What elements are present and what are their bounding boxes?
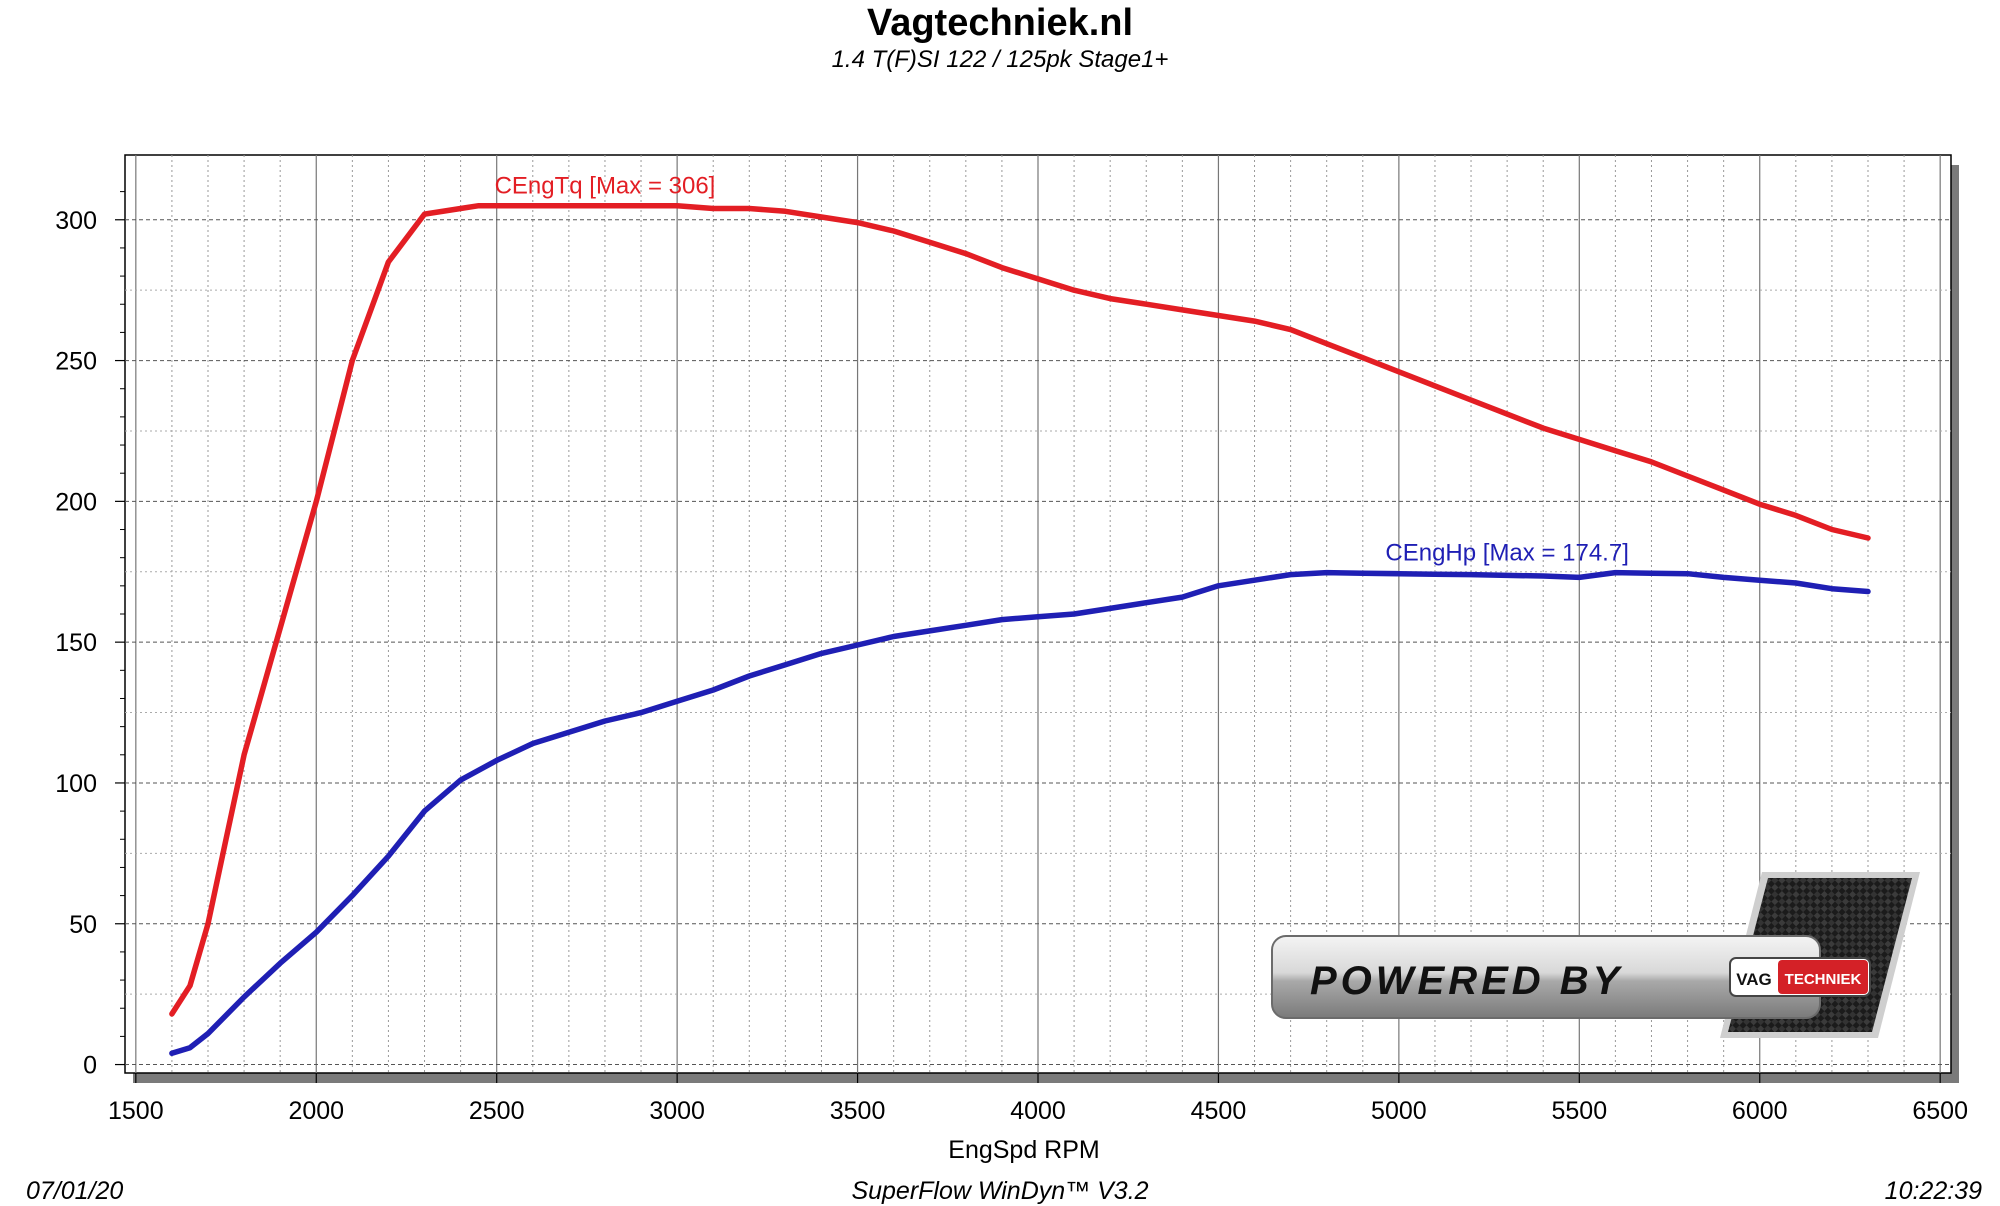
series-line-cenghp: [169, 569, 1871, 1057]
logo-powered-by-text: POWERED BY: [1310, 959, 1623, 1003]
powered-by-logo: POWERED BY VAG TECHNIEK: [1271, 872, 1920, 1038]
y-tick-label: 250: [55, 348, 97, 376]
y-axis: 0 50 100 150 200 250 300: [55, 191, 125, 1080]
x-tick-label: 4500: [1191, 1097, 1247, 1125]
x-tick-label: 5000: [1371, 1097, 1427, 1125]
footer-time: 10:22:39: [1884, 1177, 1982, 1205]
badge-techniek-text: TECHNIEK: [1785, 971, 1862, 988]
x-tick-label: 6000: [1732, 1097, 1788, 1125]
x-tick-label: 2000: [288, 1097, 344, 1125]
x-tick-label: 3500: [830, 1097, 886, 1125]
series-label-cengtq: CEngTq [Max = 306]: [495, 173, 716, 200]
chart-title: Vagtechniek.nl: [866, 2, 1134, 44]
y-tick-label: 50: [69, 911, 97, 939]
x-tick-label: 3000: [649, 1097, 705, 1125]
series-label-cenghp: CEngHp [Max = 174.7]: [1385, 540, 1628, 567]
y-tick-label: 150: [55, 629, 97, 657]
footer-software: SuperFlow WinDyn™ V3.2: [851, 1177, 1149, 1205]
vag-techniek-badge: VAG TECHNIEK: [1729, 957, 1871, 997]
x-tick-label: 5500: [1551, 1097, 1607, 1125]
y-tick-label: 300: [55, 207, 97, 235]
x-axis: 1500 2000 2500 3000 3500 4000 4500 5000 5500 6000…: [108, 1073, 1968, 1125]
x-axis-label: EngSpd RPM: [948, 1136, 1099, 1164]
series-group: CEngTq [Max = 306] CEngHp [Max = 174.7]: [169, 173, 1871, 1057]
series-line-cengtq: [169, 202, 1871, 1017]
x-tick-label: 2500: [469, 1097, 525, 1125]
chart-subtitle: 1.4 T(F)SI 122 / 125pk Stage1+: [831, 46, 1169, 73]
x-tick-label: 6500: [1912, 1097, 1968, 1125]
x-tick-label: 4000: [1010, 1097, 1066, 1125]
badge-vag-text: VAG: [1736, 970, 1772, 989]
y-tick-label: 100: [55, 770, 97, 798]
y-tick-label: 0: [83, 1052, 97, 1080]
y-tick-label: 200: [55, 488, 97, 516]
x-tick-label: 1500: [108, 1097, 164, 1125]
